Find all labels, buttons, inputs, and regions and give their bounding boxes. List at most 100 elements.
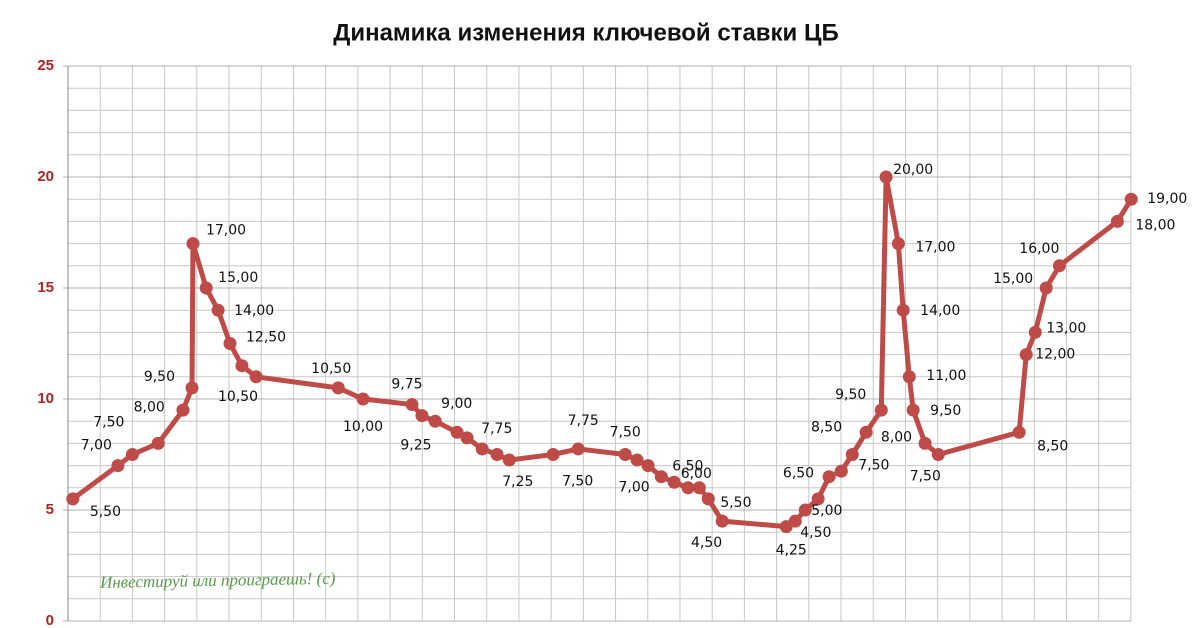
point — [331, 381, 345, 395]
value-label: 10,00 — [343, 419, 383, 435]
point — [630, 453, 644, 467]
point — [111, 459, 125, 473]
point — [798, 503, 812, 517]
point — [692, 481, 706, 495]
point — [405, 398, 419, 412]
value-label: 4,50 — [691, 535, 722, 551]
point — [681, 481, 695, 495]
value-label: 10,50 — [218, 389, 258, 405]
value-label: 8,50 — [1037, 438, 1068, 454]
value-label: 8,00 — [881, 429, 912, 445]
point — [879, 170, 893, 184]
point — [151, 436, 165, 450]
point — [211, 303, 225, 317]
point — [490, 448, 504, 461]
chart-title: Динамика изменения ключевой ставки ЦБ — [333, 19, 839, 46]
point — [450, 425, 464, 439]
value-label: 7,75 — [481, 421, 512, 437]
point — [654, 470, 668, 484]
point — [546, 448, 560, 461]
value-label: 5,50 — [90, 504, 121, 520]
value-label: 7,50 — [610, 425, 641, 441]
point — [199, 281, 213, 295]
point — [845, 448, 859, 461]
point — [902, 370, 916, 384]
point — [249, 370, 263, 384]
value-label: 9,50 — [144, 369, 175, 385]
value-label: 7,00 — [81, 438, 112, 454]
y-tick-label: 10 — [37, 390, 54, 407]
value-label: 11,00 — [926, 368, 966, 384]
point — [834, 464, 848, 478]
value-label: 9,50 — [835, 387, 866, 403]
point — [715, 514, 729, 528]
point — [66, 492, 80, 506]
y-tick-label: 20 — [37, 168, 54, 185]
y-tick-label: 0 — [46, 612, 54, 628]
point — [859, 425, 873, 439]
value-label: 6,00 — [681, 466, 712, 482]
point — [906, 403, 920, 417]
point — [428, 414, 442, 428]
value-label: 7,75 — [568, 413, 599, 429]
value-label: 7,50 — [562, 474, 593, 490]
point — [176, 403, 190, 417]
point — [475, 442, 489, 456]
value-label: 15,00 — [993, 271, 1033, 287]
point — [918, 436, 932, 450]
value-label: 17,00 — [915, 240, 955, 256]
point — [896, 303, 910, 317]
point — [186, 237, 200, 251]
value-label: 20,00 — [893, 162, 933, 178]
value-label: 18,00 — [1135, 217, 1175, 233]
point — [415, 409, 429, 423]
y-tick-label: 5 — [46, 501, 54, 518]
point — [1124, 192, 1138, 206]
point — [822, 470, 836, 484]
point — [788, 514, 802, 528]
value-label: 12,00 — [1035, 347, 1075, 363]
point — [502, 453, 516, 467]
value-label: 4,50 — [800, 525, 831, 541]
y-tick-label: 25 — [37, 57, 54, 74]
value-label: 5,50 — [720, 495, 751, 511]
value-label: 7,00 — [618, 480, 649, 496]
value-label: 5,00 — [811, 503, 842, 519]
value-label: 13,00 — [1046, 320, 1086, 336]
value-label: 7,50 — [93, 415, 124, 431]
point — [1012, 425, 1026, 439]
point — [235, 359, 249, 373]
point — [931, 448, 945, 461]
point — [811, 492, 825, 506]
value-label: 14,00 — [234, 303, 274, 319]
point — [185, 381, 199, 395]
point — [667, 475, 681, 489]
point — [1028, 325, 1042, 339]
plot: 5,50 7,00 7,50 8,00 9,50 10,50 17,00 15,00 14,00… — [66, 162, 1187, 559]
point — [571, 442, 585, 456]
point — [1019, 348, 1033, 362]
value-label: 16,00 — [1019, 241, 1059, 257]
point — [641, 459, 655, 473]
value-label: 7,50 — [910, 469, 941, 485]
value-label: 7,50 — [858, 458, 889, 474]
value-label: 4,25 — [776, 543, 807, 559]
value-label: 6,50 — [783, 466, 814, 482]
value-label: 10,50 — [311, 361, 351, 377]
value-label: 15,00 — [218, 270, 258, 286]
value-label: 19,00 — [1147, 191, 1187, 207]
point — [1052, 259, 1066, 273]
value-label: 8,00 — [134, 399, 165, 415]
point — [874, 403, 888, 417]
point — [701, 492, 715, 506]
point — [1039, 281, 1053, 295]
value-label: 9,00 — [441, 396, 472, 412]
point — [125, 448, 139, 461]
value-label: 14,00 — [920, 303, 960, 319]
point — [223, 337, 237, 350]
grid: 0 5 10 15 20 25 — [37, 57, 1132, 628]
y-tick-label: 15 — [37, 279, 54, 296]
value-label: 9,75 — [391, 377, 422, 393]
point — [891, 237, 905, 251]
